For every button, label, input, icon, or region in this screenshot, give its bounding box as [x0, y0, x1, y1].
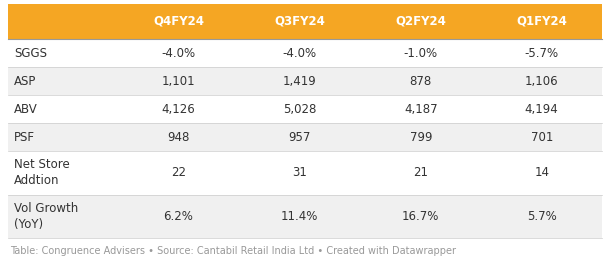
- Text: ASP: ASP: [14, 74, 37, 88]
- Text: ABV: ABV: [14, 103, 38, 116]
- Text: Table: Congruence Advisers • Source: Cantabil Retail India Ltd • Created with Da: Table: Congruence Advisers • Source: Can…: [10, 246, 456, 256]
- Text: -4.0%: -4.0%: [282, 46, 317, 59]
- Text: 31: 31: [292, 166, 307, 179]
- Text: 5.7%: 5.7%: [527, 210, 556, 223]
- Text: 5,028: 5,028: [283, 103, 317, 116]
- Bar: [8, 67, 602, 95]
- Bar: [8, 39, 602, 67]
- Text: -1.0%: -1.0%: [404, 46, 438, 59]
- Text: -4.0%: -4.0%: [162, 46, 196, 59]
- Text: 4,126: 4,126: [162, 103, 195, 116]
- Text: Q4FY24: Q4FY24: [153, 15, 204, 28]
- Text: Q1FY24: Q1FY24: [516, 15, 567, 28]
- Text: PSF: PSF: [14, 131, 35, 144]
- Text: 948: 948: [167, 131, 190, 144]
- Bar: [8, 4, 602, 39]
- Text: SGGS: SGGS: [14, 46, 47, 59]
- Text: 22: 22: [171, 166, 186, 179]
- Text: 878: 878: [410, 74, 432, 88]
- Bar: [8, 151, 602, 195]
- Text: 1,106: 1,106: [525, 74, 559, 88]
- Text: Q3FY24: Q3FY24: [274, 15, 325, 28]
- Text: 16.7%: 16.7%: [402, 210, 440, 223]
- Text: -5.7%: -5.7%: [525, 46, 559, 59]
- Text: 957: 957: [289, 131, 311, 144]
- Text: 21: 21: [414, 166, 428, 179]
- Text: 11.4%: 11.4%: [281, 210, 318, 223]
- Text: Q2FY24: Q2FY24: [395, 15, 447, 28]
- Text: 799: 799: [409, 131, 432, 144]
- Text: 4,194: 4,194: [525, 103, 559, 116]
- Bar: [8, 123, 602, 151]
- Text: 1,419: 1,419: [283, 74, 317, 88]
- Text: Net Store
Addtion: Net Store Addtion: [14, 158, 70, 187]
- Text: 6.2%: 6.2%: [163, 210, 193, 223]
- Text: 701: 701: [531, 131, 553, 144]
- Text: 1,101: 1,101: [162, 74, 195, 88]
- Text: 4,187: 4,187: [404, 103, 437, 116]
- Bar: [8, 195, 602, 238]
- Text: 14: 14: [534, 166, 549, 179]
- Text: Vol Growth
(YoY): Vol Growth (YoY): [14, 202, 78, 231]
- Bar: [8, 95, 602, 123]
